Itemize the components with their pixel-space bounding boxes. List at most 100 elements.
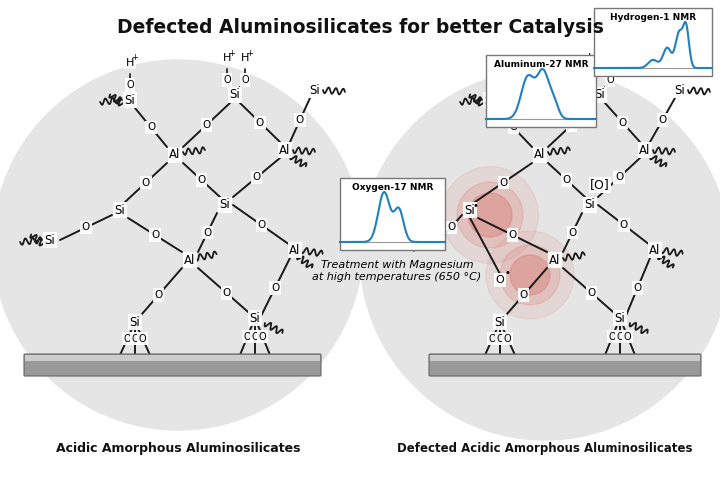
Text: [O]: [O] xyxy=(590,179,610,192)
Text: Si: Si xyxy=(220,199,230,212)
Text: Al: Al xyxy=(649,243,661,256)
FancyBboxPatch shape xyxy=(24,354,321,376)
Text: O: O xyxy=(496,334,504,344)
Text: O: O xyxy=(241,75,249,85)
Text: O: O xyxy=(608,332,616,341)
Text: O: O xyxy=(197,175,206,185)
Text: O: O xyxy=(658,115,667,125)
Text: O: O xyxy=(447,223,455,232)
Text: Acidic Amorphous Aluminosilicates: Acidic Amorphous Aluminosilicates xyxy=(55,442,300,455)
Text: Si: Si xyxy=(310,84,320,96)
Text: Si: Si xyxy=(585,199,595,212)
Text: H: H xyxy=(588,53,596,63)
Circle shape xyxy=(0,60,363,430)
Text: O: O xyxy=(562,175,571,185)
Text: Hydrogen-1 NMR: Hydrogen-1 NMR xyxy=(610,13,696,22)
Text: Defected Aluminosilicates for better Catalysis: Defected Aluminosilicates for better Cat… xyxy=(117,18,603,37)
Text: Defected Acidic Amorphous Aluminosilicates: Defected Acidic Amorphous Aluminosilicat… xyxy=(397,442,693,455)
Text: O: O xyxy=(139,334,146,344)
Text: Si: Si xyxy=(615,312,626,324)
Text: O: O xyxy=(588,75,596,85)
Circle shape xyxy=(486,231,574,319)
Text: O: O xyxy=(568,228,577,238)
Text: Al: Al xyxy=(289,243,301,256)
Text: Si: Si xyxy=(125,94,135,107)
Text: H: H xyxy=(606,53,614,63)
Text: O: O xyxy=(606,75,614,85)
Text: O: O xyxy=(509,122,518,132)
Text: Si: Si xyxy=(114,204,125,216)
Text: O: O xyxy=(257,220,266,230)
Text: Si: Si xyxy=(130,315,140,328)
Text: •: • xyxy=(472,201,478,211)
Text: O: O xyxy=(131,334,139,344)
Text: Oxygen-17 NMR: Oxygen-17 NMR xyxy=(352,183,433,192)
Text: O: O xyxy=(256,118,264,128)
Text: O: O xyxy=(124,334,131,344)
Text: Si: Si xyxy=(675,84,685,96)
Text: O: O xyxy=(251,332,258,341)
Text: Si: Si xyxy=(425,233,436,247)
Text: O: O xyxy=(126,80,134,90)
Text: O: O xyxy=(142,178,150,188)
Text: •: • xyxy=(505,268,511,278)
Text: O: O xyxy=(253,172,261,182)
Text: at high temperatures (650 °C): at high temperatures (650 °C) xyxy=(312,272,482,282)
Text: O: O xyxy=(82,223,90,232)
Text: Si: Si xyxy=(250,312,261,324)
Text: Si: Si xyxy=(464,204,475,216)
Text: O: O xyxy=(151,230,159,240)
FancyBboxPatch shape xyxy=(429,354,701,376)
Text: O: O xyxy=(258,332,266,341)
Text: +: + xyxy=(228,48,235,58)
Text: O: O xyxy=(616,332,624,341)
Text: Treatment with Magnesium: Treatment with Magnesium xyxy=(320,260,473,270)
Text: O: O xyxy=(203,228,212,238)
FancyBboxPatch shape xyxy=(486,55,596,127)
Circle shape xyxy=(441,167,539,264)
Circle shape xyxy=(468,193,512,237)
Text: H: H xyxy=(222,53,231,63)
Text: +: + xyxy=(593,48,600,58)
Text: Si: Si xyxy=(45,233,55,247)
Circle shape xyxy=(360,70,720,440)
Text: O: O xyxy=(620,220,628,230)
Text: O: O xyxy=(296,115,304,125)
Bar xyxy=(430,355,700,361)
FancyBboxPatch shape xyxy=(340,178,445,250)
Text: O: O xyxy=(588,288,595,298)
Circle shape xyxy=(510,255,550,295)
Text: O: O xyxy=(271,283,279,293)
Text: O: O xyxy=(243,332,251,341)
Text: +: + xyxy=(246,48,253,58)
Text: O: O xyxy=(504,334,511,344)
Text: O: O xyxy=(508,230,517,240)
Text: Al: Al xyxy=(279,144,291,156)
Text: O: O xyxy=(500,178,508,188)
Text: O: O xyxy=(202,120,211,130)
Bar xyxy=(25,355,320,361)
Text: O: O xyxy=(634,283,642,293)
Text: O: O xyxy=(567,120,575,130)
Text: Si: Si xyxy=(495,315,505,328)
Text: +: + xyxy=(132,53,138,62)
Text: Al: Al xyxy=(534,148,546,161)
Text: O: O xyxy=(618,118,626,128)
Text: O: O xyxy=(489,334,496,344)
Text: O: O xyxy=(519,290,528,300)
Text: O: O xyxy=(615,172,623,182)
Text: O: O xyxy=(624,332,631,341)
Text: O: O xyxy=(495,275,505,285)
Text: Al: Al xyxy=(549,253,561,266)
Text: Si: Si xyxy=(595,88,606,101)
Text: +: + xyxy=(611,48,618,58)
FancyBboxPatch shape xyxy=(594,8,712,76)
Text: Al: Al xyxy=(169,148,181,161)
Text: Al: Al xyxy=(639,144,651,156)
Text: O: O xyxy=(154,290,163,300)
Text: O: O xyxy=(222,288,230,298)
Text: Si: Si xyxy=(230,88,240,101)
Text: H: H xyxy=(240,53,249,63)
Text: Si: Si xyxy=(485,94,495,107)
Circle shape xyxy=(457,182,523,248)
